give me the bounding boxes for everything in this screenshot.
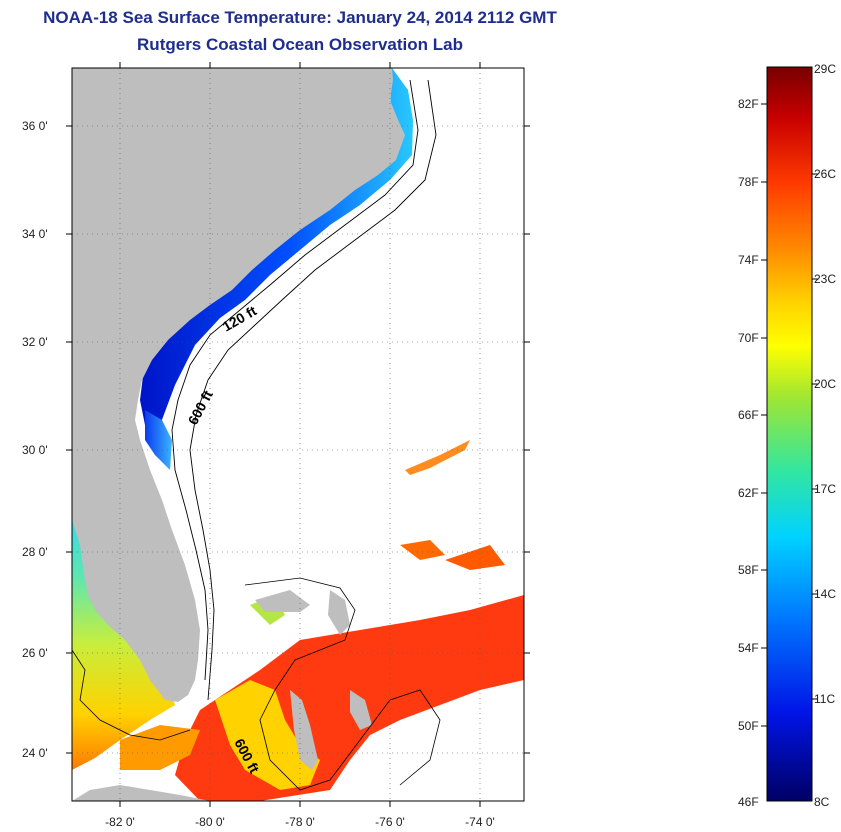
isobath-600ft-line bbox=[189, 79, 437, 701]
land-abaco bbox=[328, 590, 350, 635]
colorbar: 82F 78F 74F 70F 66F 62F 58F 54F 50F 46F … bbox=[738, 62, 836, 809]
graticule bbox=[72, 68, 524, 801]
lat-label-30: 30 0' bbox=[22, 443, 48, 457]
map-subtitle: Rutgers Coastal Ocean Observation Lab bbox=[137, 35, 463, 54]
colorbar-f-62: 62F bbox=[738, 486, 759, 500]
map-frame bbox=[71, 67, 525, 802]
lat-label-36: 36 0' bbox=[22, 119, 48, 133]
axis-ticks bbox=[66, 62, 530, 807]
florida-coastal-water bbox=[145, 410, 172, 470]
colorbar-f-66: 66F bbox=[738, 408, 759, 422]
colorbar-c-8: 8C bbox=[814, 795, 830, 809]
colorbar-f-74: 74F bbox=[738, 253, 759, 267]
colorbar-f-82: 82F bbox=[738, 97, 759, 111]
colorbar-c-26: 26C bbox=[814, 167, 836, 181]
colorbar-ticks bbox=[761, 103, 818, 727]
colorbar-f-54: 54F bbox=[738, 641, 759, 655]
lon-label-78: -78 0' bbox=[285, 815, 315, 829]
colorbar-c-11: 11C bbox=[814, 692, 835, 706]
colorbar-gradient bbox=[766, 66, 813, 802]
land-grand-bahama bbox=[255, 590, 310, 612]
map-area: 120 ft 600 ft 600 ft bbox=[72, 68, 524, 801]
lon-label-76: -76 0' bbox=[375, 815, 405, 829]
bahamas-bank-water bbox=[215, 680, 320, 790]
land-mainland bbox=[72, 68, 405, 702]
colorbar-f-58: 58F bbox=[738, 563, 759, 577]
offshore-patch-3 bbox=[445, 545, 505, 570]
land-andros bbox=[290, 690, 318, 770]
lat-label-24: 24 0' bbox=[22, 746, 48, 760]
map-title: NOAA-18 Sea Surface Temperature: January… bbox=[43, 8, 557, 27]
colorbar-c-17: 17C bbox=[814, 482, 836, 496]
offshore-patch-2 bbox=[400, 540, 445, 560]
colorbar-c-23: 23C bbox=[814, 272, 836, 286]
lat-label-32: 32 0' bbox=[22, 335, 48, 349]
colorbar-f-70: 70F bbox=[738, 331, 759, 345]
land-cuba bbox=[72, 785, 210, 801]
lat-label-34: 34 0' bbox=[22, 227, 48, 241]
lat-label-26: 26 0' bbox=[22, 646, 48, 660]
colorbar-f-50: 50F bbox=[738, 719, 759, 733]
lon-label-82: -82 0' bbox=[105, 815, 135, 829]
colorbar-c-14: 14C bbox=[814, 587, 836, 601]
colorbar-f-46: 46F bbox=[738, 795, 759, 809]
land-eleuthera bbox=[350, 690, 372, 730]
isobath-120ft-line bbox=[171, 79, 419, 681]
offshore-patch-1 bbox=[405, 440, 470, 475]
lon-label-74: -74 0' bbox=[465, 815, 495, 829]
lon-label-80: -80 0' bbox=[195, 815, 225, 829]
straits-orange-patch bbox=[120, 725, 200, 770]
colorbar-c-29: 29C bbox=[814, 62, 836, 76]
colorbar-f-78: 78F bbox=[738, 175, 759, 189]
lat-label-28: 28 0' bbox=[22, 545, 48, 559]
gulf-contour bbox=[72, 649, 191, 741]
coastal-cold-water bbox=[140, 68, 413, 440]
colorbar-c-20: 20C bbox=[814, 377, 836, 391]
bahamas-contour bbox=[244, 577, 441, 791]
